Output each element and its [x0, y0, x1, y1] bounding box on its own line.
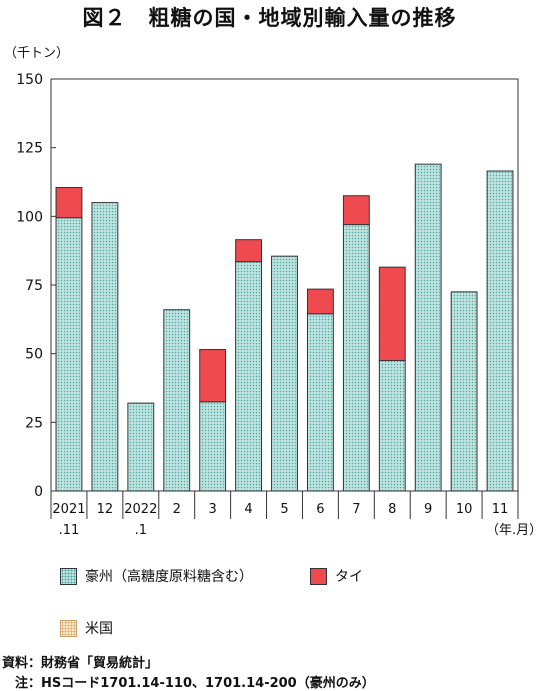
- legend-label-australia: 豪州（高糖度原料糖含む）: [85, 569, 253, 585]
- bar-thailand-8: [342, 195, 370, 226]
- bar-australia-3: [163, 309, 191, 492]
- x-tick-label: 6: [316, 502, 324, 517]
- y-tick-label: 25: [25, 415, 43, 431]
- y-axis: 0 25 50 75 100 125 150: [16, 72, 56, 500]
- bar-thailand-4: [199, 349, 227, 403]
- bar-thailand-0: [55, 186, 83, 219]
- x-tick-label: 2021: [52, 502, 85, 517]
- bar-australia-11: [450, 291, 478, 492]
- bar-australia-5: [235, 261, 262, 492]
- legend-swatch-thailand: [310, 567, 327, 585]
- bar-australia-2: [127, 402, 155, 492]
- y-tick-label: 75: [25, 278, 43, 294]
- legend-label-us: 米国: [85, 621, 113, 637]
- source-note: 資料：財務省「貿易統計」: [2, 656, 159, 671]
- y-tick-label: 125: [16, 141, 43, 157]
- bar-australia-8: [342, 224, 370, 492]
- bar-australia-10: [414, 163, 442, 492]
- legend-swatch-australia: [60, 567, 77, 585]
- bar-australia-7: [306, 313, 334, 492]
- bar-australia-6: [271, 255, 298, 492]
- bars-group: [55, 163, 514, 492]
- x-tick-label: .11: [59, 523, 80, 538]
- x-axis: 2021 .11 12 2022 .1 2 3 4 5 6 7 8 9 10 11: [50, 491, 519, 538]
- x-axis-unit-label: （年.月）: [486, 523, 539, 538]
- x-tick-label: 5: [280, 502, 288, 517]
- x-tick-label: 2022: [124, 502, 157, 517]
- bar-australia-12: [486, 170, 514, 492]
- x-tick-label: 7: [352, 502, 360, 517]
- bar-australia-4: [199, 401, 227, 492]
- bar-thailand-7: [306, 288, 334, 315]
- y-tick-label: 150: [16, 72, 43, 88]
- x-tick-label: .1: [135, 523, 147, 538]
- bar-australia-0: [55, 217, 83, 492]
- x-tick-label: 11: [492, 502, 509, 517]
- legend-label-thailand: タイ: [335, 569, 363, 585]
- x-tick-label: 9: [424, 502, 432, 517]
- x-tick-label: 12: [97, 502, 114, 517]
- legend-item-thailand: タイ: [310, 566, 363, 586]
- legend-item-australia: 豪州（高糖度原料糖含む）: [60, 566, 253, 586]
- bar-chart: 0 25 50 75 100 125 150 2021 .11 12 2022 .1 2 3 4 5 6 7 8 9…: [16, 72, 519, 538]
- x-tick-label: 3: [209, 502, 217, 517]
- footnote: 注：HSコード1701.14-110、1701.14-200（豪州のみ）: [2, 676, 375, 691]
- y-tick-label: 100: [16, 209, 43, 225]
- y-tick-label: 50: [25, 347, 43, 363]
- bar-thailand-5: [235, 239, 262, 263]
- x-tick-label: 4: [244, 502, 252, 517]
- bar-thailand-9: [378, 266, 406, 362]
- legend-item-us: 米国: [60, 618, 113, 638]
- chart-title: 図２ 粗糖の国・地域別輸入量の推移: [82, 6, 457, 30]
- y-axis-unit-label: （千トン）: [4, 46, 70, 61]
- x-tick-label: 10: [456, 502, 473, 517]
- y-tick-label: 0: [34, 484, 43, 500]
- x-tick-label: 8: [388, 502, 396, 517]
- bar-australia-1: [91, 202, 119, 492]
- legend-swatch-us: [60, 619, 77, 637]
- bar-australia-9: [378, 360, 406, 492]
- x-tick-label: 2: [173, 502, 181, 517]
